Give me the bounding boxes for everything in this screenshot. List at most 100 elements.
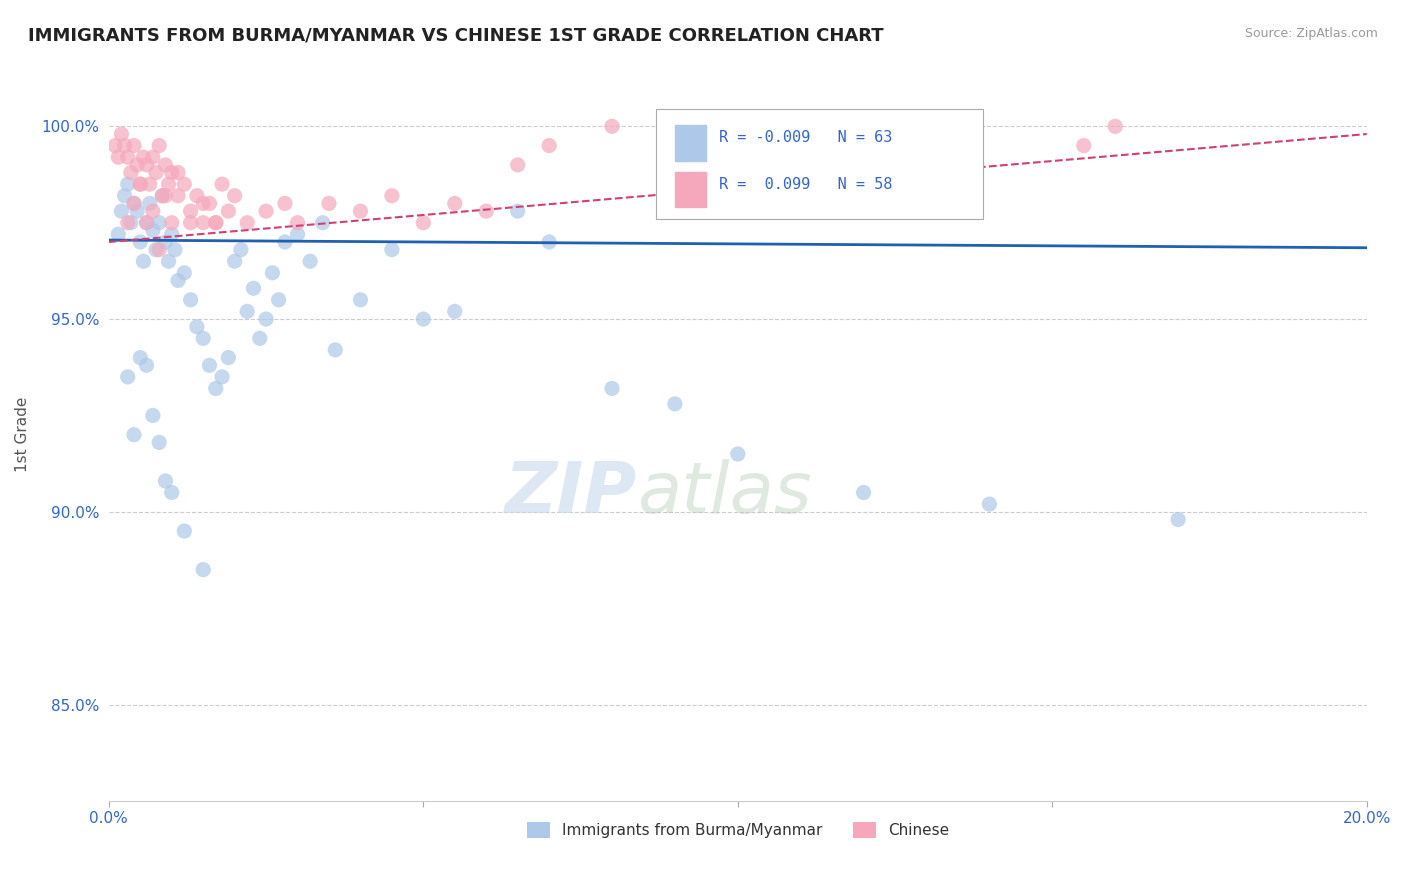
Point [224, 188, 246, 202]
Point [150, 188, 173, 202]
Point [138, 196, 160, 211]
Point [249, 331, 271, 345]
Point [122, 138, 145, 153]
Point [148, 216, 170, 230]
Point [193, 196, 215, 211]
Point [173, 524, 195, 538]
Point [412, 312, 434, 326]
Point [979, 497, 1001, 511]
Point [267, 293, 290, 307]
Point [155, 158, 177, 172]
Point [600, 381, 623, 395]
Point [211, 370, 233, 384]
Point [122, 196, 145, 211]
Text: Source: ZipAtlas.com: Source: ZipAtlas.com [1244, 27, 1378, 40]
Point [193, 331, 215, 345]
Point [150, 188, 173, 202]
Legend: Immigrants from Burma/Myanmar, Chinese: Immigrants from Burma/Myanmar, Chinese [520, 816, 955, 845]
Point [135, 216, 157, 230]
Point [600, 120, 623, 134]
Y-axis label: 1st Grade: 1st Grade [15, 397, 30, 473]
Point [160, 485, 183, 500]
Point [135, 158, 157, 172]
Point [236, 216, 259, 230]
Point [117, 370, 139, 384]
Point [443, 196, 465, 211]
Point [204, 216, 226, 230]
Point [173, 266, 195, 280]
Point [727, 447, 749, 461]
Point [132, 150, 155, 164]
Point [1104, 120, 1126, 134]
Point [129, 177, 152, 191]
Point [262, 266, 284, 280]
Point [157, 177, 180, 191]
Point [242, 281, 264, 295]
Point [349, 293, 371, 307]
Point [122, 196, 145, 211]
Point [412, 216, 434, 230]
Point [180, 293, 202, 307]
Point [145, 243, 167, 257]
Text: ZIP: ZIP [505, 458, 637, 528]
Point [117, 150, 139, 164]
Point [193, 216, 215, 230]
Point [117, 216, 139, 230]
Point [254, 312, 277, 326]
Point [167, 273, 190, 287]
Point [167, 188, 190, 202]
Bar [675, 126, 706, 161]
Point [349, 204, 371, 219]
Point [148, 138, 170, 153]
Point [318, 196, 340, 211]
Point [323, 343, 346, 357]
Point [381, 243, 404, 257]
Point [117, 177, 139, 191]
Point [142, 223, 165, 237]
Point [157, 254, 180, 268]
Point [107, 150, 129, 164]
Point [538, 235, 561, 249]
Point [381, 188, 404, 202]
Point [211, 177, 233, 191]
Point [180, 204, 202, 219]
Point [148, 243, 170, 257]
Point [443, 304, 465, 318]
Point [198, 196, 221, 211]
Point [186, 319, 208, 334]
Text: R =  0.099   N = 58: R = 0.099 N = 58 [718, 177, 893, 192]
Point [138, 177, 160, 191]
Text: atlas: atlas [637, 458, 811, 528]
Point [193, 563, 215, 577]
Point [287, 227, 309, 242]
Point [217, 351, 239, 365]
Point [142, 150, 165, 164]
Point [127, 158, 149, 172]
Point [236, 304, 259, 318]
Point [664, 397, 686, 411]
Point [758, 138, 780, 153]
Point [173, 177, 195, 191]
Point [1167, 512, 1189, 526]
Point [475, 204, 498, 219]
Point [312, 216, 335, 230]
Point [110, 204, 132, 219]
Point [129, 177, 152, 191]
Point [506, 204, 529, 219]
Point [167, 165, 190, 179]
Point [160, 227, 183, 242]
Point [186, 188, 208, 202]
Point [274, 196, 297, 211]
Point [120, 216, 142, 230]
Point [122, 427, 145, 442]
Point [538, 138, 561, 153]
Point [129, 235, 152, 249]
Point [160, 216, 183, 230]
Point [127, 204, 149, 219]
Point [135, 359, 157, 373]
Point [180, 216, 202, 230]
Point [217, 204, 239, 219]
Point [142, 409, 165, 423]
Point [254, 204, 277, 219]
Point [155, 235, 177, 249]
